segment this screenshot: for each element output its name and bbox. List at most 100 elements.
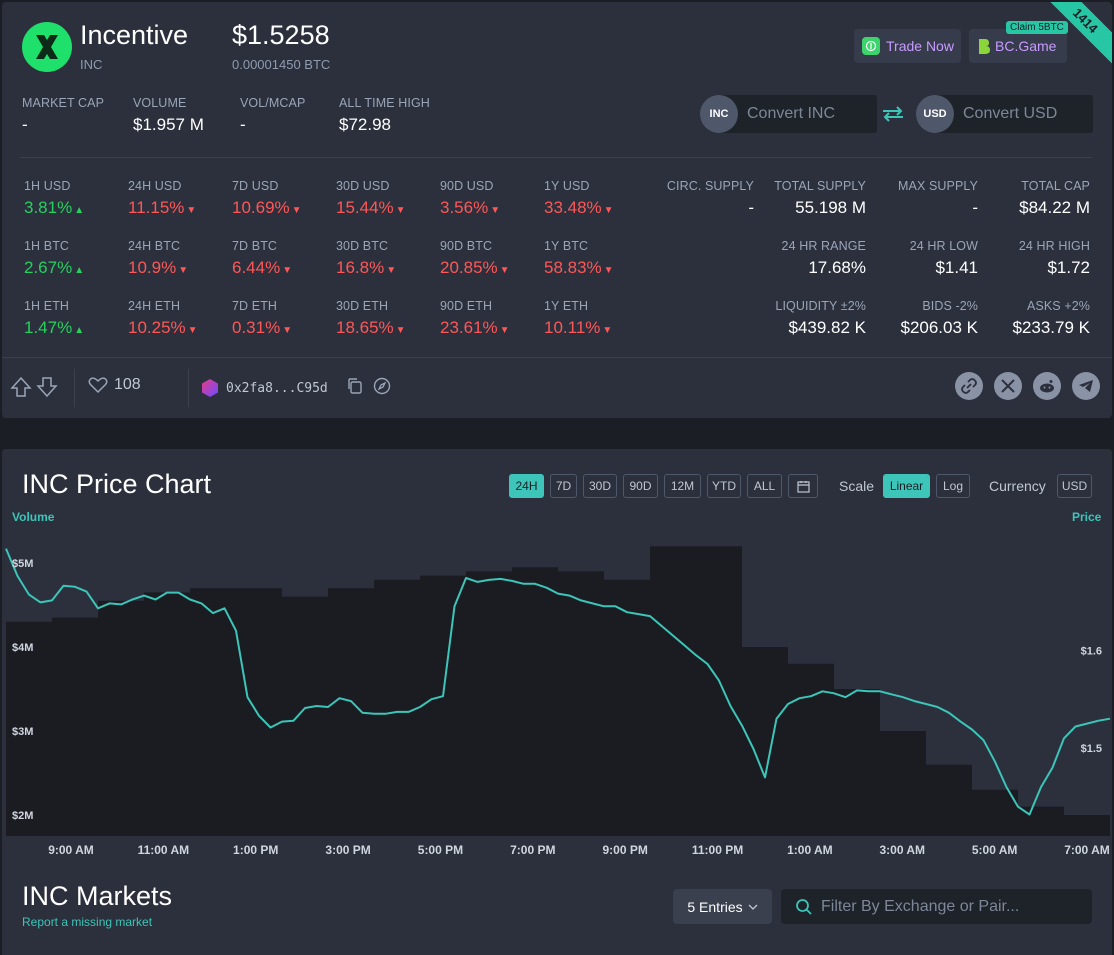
circ-supply-label: CIRC. SUPPLY [666,179,754,193]
explorer-icon[interactable] [373,377,391,400]
copy-icon[interactable] [346,377,364,400]
timeframe-tab-7d[interactable]: 7D [550,474,577,498]
like-button[interactable]: 108 [88,376,141,394]
divider [188,369,189,407]
time-tick-label: 9:00 PM [603,843,648,857]
timeframe-tab-all[interactable]: ALL [747,474,782,498]
change-label: 30D BTC [336,239,389,253]
change-label: 90D USD [440,179,494,193]
usd-pill: USD [916,95,954,133]
trade-now-button[interactable]: Trade Now [854,29,961,63]
change-label: 90D ETH [440,299,493,313]
change-percent: 58.83% [544,258,602,277]
coin-price: $1.5258 [232,20,330,50]
change-value: 0.31% ▼ [232,318,292,338]
upvote-icon[interactable] [10,376,32,403]
change-value: 6.44% ▼ [232,258,292,278]
timeframe-tab-30d[interactable]: 30D [583,474,617,498]
change-label: 1H USD [24,179,71,193]
change-label: 1Y USD [544,179,590,193]
scale-label: Scale [839,478,875,494]
timeframe-tab-90d[interactable]: 90D [623,474,658,498]
chevron-down-icon [748,904,758,910]
high-value: $1.72 [1047,258,1090,277]
coin-overview-card: Incentive INC $1.5258 0.00001450 BTC Tra… [2,2,1112,418]
markets-title: INC Markets [22,881,173,911]
chart-title: INC Price Chart [22,469,212,499]
inc-pill: INC [700,95,738,133]
change-value: 2.67% ▲ [24,258,84,278]
change-label: 90D BTC [440,239,493,253]
caret-down-icon: ▼ [499,325,510,336]
convert-usd-input[interactable]: Convert USD [935,95,1093,133]
bc-game-button[interactable]: BC.Game [969,29,1067,63]
change-label: 7D BTC [232,239,278,253]
market-cap-value: - [22,115,28,134]
market-filter-input[interactable]: Filter By Exchange or Pair... [781,889,1092,924]
change-label: 1Y BTC [544,239,589,253]
telegram-icon[interactable] [1072,372,1100,400]
change-percent: 20.85% [440,258,498,277]
entries-label: 5 Entries [687,898,743,915]
change-percent: 16.8% [336,258,385,277]
price-volume-chart[interactable]: $5M $4M $3M $2M $1.6 $1.5 9:00 AM 11:00 AM 1:00… [2,521,1112,866]
change-percent: 6.44% [232,258,281,277]
timeframe-tab-ytd[interactable]: YTD [707,474,741,498]
timeframe-tab-12m[interactable]: 12M [664,474,701,498]
calendar-button[interactable] [788,474,818,498]
timeframe-tab-24h[interactable]: 24H [509,474,544,498]
caret-up-icon: ▲ [74,325,85,336]
change-value: 3.56% ▼ [440,198,500,218]
volume-label: VOLUME [133,96,187,110]
change-percent: 2.67% [24,258,73,277]
currency-select[interactable]: USD [1057,474,1092,498]
total-cap-value: $84.22 M [1019,198,1090,217]
caret-up-icon: ▲ [74,205,85,216]
price-tick-label: $1.5 [1081,743,1102,755]
change-percent: 18.65% [336,318,394,337]
change-label: 30D ETH [336,299,389,313]
reddit-icon[interactable] [1033,372,1061,400]
vol-mcap-label: VOL/MCAP [240,96,306,110]
leaf-icon [862,37,880,55]
change-label: 24H ETH [128,299,181,313]
liquidity-value: $439.82 K [788,318,866,337]
caret-down-icon: ▼ [178,265,189,276]
time-tick-label: 3:00 PM [325,843,370,857]
max-supply-label: MAX SUPPLY [898,179,978,193]
swap-icon[interactable] [882,106,904,127]
change-value: 10.9% ▼ [128,258,188,278]
price-line [5,548,1111,816]
change-value: 11.15% ▼ [128,198,196,218]
change-label: 30D USD [336,179,390,193]
change-percent: 0.31% [232,318,281,337]
total-cap-label: TOTAL CAP [1021,179,1090,193]
liquidity-label: LIQUIDITY ±2% [775,299,866,313]
x-twitter-icon[interactable] [994,372,1022,400]
downvote-icon[interactable] [36,376,58,403]
change-percent: 10.25% [128,318,186,337]
website-link-icon[interactable] [955,372,983,400]
time-tick-label: 11:00 PM [692,843,743,857]
change-label: 24H BTC [128,239,181,253]
polygon-chain-icon [202,379,218,397]
change-value: 16.8% ▼ [336,258,396,278]
caret-down-icon: ▼ [395,325,406,336]
scale-linear-button[interactable]: Linear [883,474,930,498]
change-percent: 3.81% [24,198,73,217]
convert-inc-group: INC Convert INC [700,95,877,133]
change-percent: 10.9% [128,258,177,277]
contract-text: 0x2fa8...C95d [226,380,328,396]
change-value: 18.65% ▼ [336,318,406,338]
total-supply-label: TOTAL SUPPLY [774,179,866,193]
convert-inc-input[interactable]: Convert INC [719,95,877,133]
coin-symbol: INC [80,57,103,72]
report-missing-market-link[interactable]: Report a missing market [22,915,153,929]
calendar-icon [796,480,810,493]
scale-log-button[interactable]: Log [936,474,970,498]
caret-down-icon: ▼ [499,265,510,276]
ath-label: ALL TIME HIGH [339,96,430,110]
volume-axis-label: Volume [12,510,55,524]
caret-down-icon: ▼ [603,205,614,216]
entries-select[interactable]: 5 Entries [673,889,772,924]
